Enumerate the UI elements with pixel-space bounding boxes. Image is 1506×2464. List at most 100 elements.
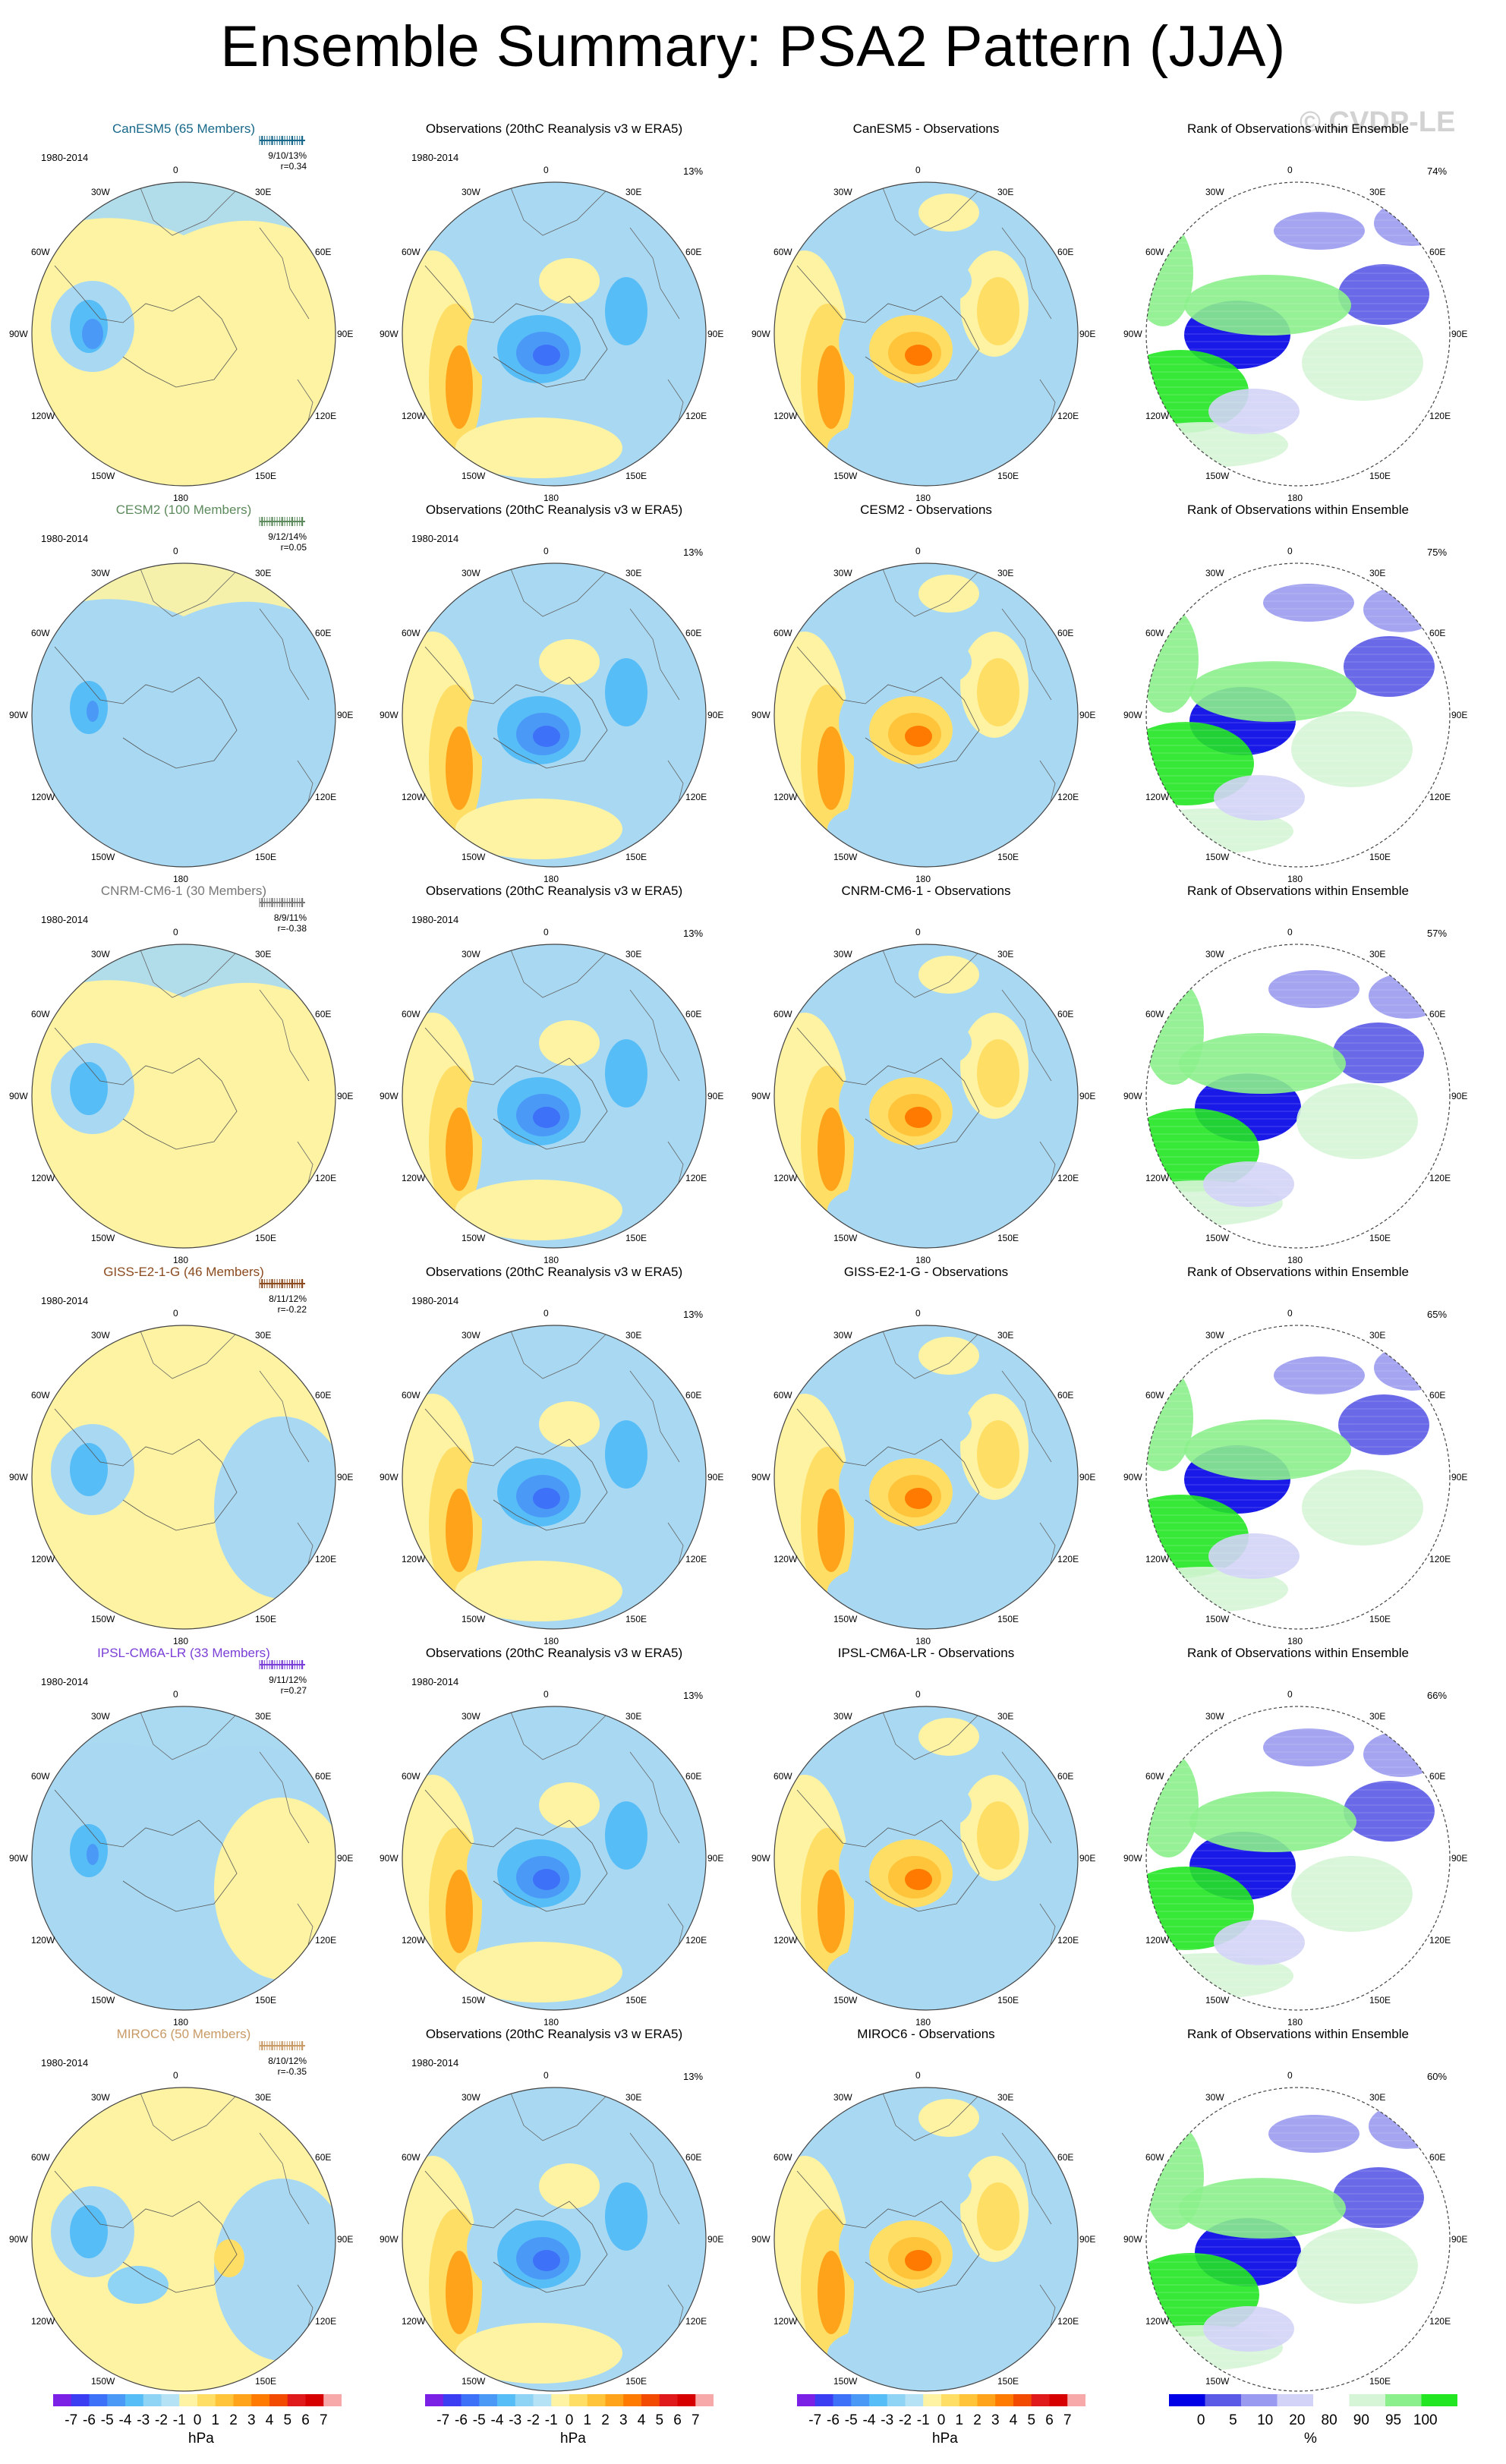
colorbar-swatches — [53, 2394, 342, 2406]
lon-label: 90W — [1123, 1091, 1142, 1101]
lon-label: 30E — [625, 1710, 642, 1722]
lon-label: 90E — [707, 2234, 724, 2245]
lon-label: 150W — [462, 852, 486, 863]
lon-label: 150E — [625, 1614, 647, 1625]
lon-label: 90E — [1451, 710, 1468, 720]
colorbar-swatch — [659, 2394, 678, 2406]
colorbar-swatch — [1169, 2394, 1205, 2406]
colorbar-tick-label: -5 — [472, 2412, 486, 2428]
colorbar-swatch — [71, 2394, 90, 2406]
lon-label: 60E — [315, 1390, 332, 1401]
panel-difference-3: CNRM-CM6-1 - Observations 0 30E 60E 90E 120E 1… — [751, 884, 1101, 1265]
lon-label: 120E — [1057, 2316, 1079, 2327]
polar-map-observations — [402, 562, 707, 868]
lon-label: 90W — [751, 329, 770, 339]
lon-label: 90W — [1123, 710, 1142, 720]
colorbar-tick-label: 2 — [229, 2412, 238, 2428]
lon-label: 30W — [91, 1710, 110, 1722]
lon-label: 90W — [751, 710, 770, 720]
lon-label: 120W — [30, 1935, 55, 1946]
lon-label: 180 — [915, 493, 931, 503]
lon-label: 30W — [462, 1710, 480, 1722]
colorbar-tick-label: 3 — [619, 2412, 628, 2428]
lon-label: 30W — [1205, 186, 1224, 197]
colorbar-observations: -7 -6 -5 -4 -3 -2 -1 0 1 2 3 4 5 6 7 hPa — [425, 2391, 714, 2459]
lon-label: 120E — [1429, 792, 1451, 802]
period-label: 1980-2014 — [411, 1295, 459, 1306]
panel-rank-5: Rank of Observations within Ensemble 66% 0… — [1123, 1646, 1473, 2028]
colorbar-tick-label: 4 — [1009, 2412, 1018, 2428]
colorbar-swatch — [443, 2394, 462, 2406]
lon-label: 0 — [173, 165, 178, 175]
polar-map-rank — [1145, 944, 1451, 1249]
lon-label: 30E — [997, 948, 1014, 959]
lon-label: 150E — [625, 1233, 647, 1244]
lon-label: 30W — [833, 1710, 852, 1722]
lon-label: 90W — [380, 710, 399, 720]
panel-title: Rank of Observations within Ensemble — [1187, 2027, 1409, 2041]
colorbar-swatch — [161, 2394, 180, 2406]
lon-label: 150W — [91, 1614, 115, 1625]
lon-label: 0 — [543, 1689, 549, 1700]
polar-map-observations — [402, 1706, 707, 2011]
lon-label: 30E — [255, 1710, 272, 1722]
lon-label: 30W — [833, 948, 852, 959]
lon-label: 120W — [773, 411, 798, 421]
lon-label: 120W — [401, 1554, 426, 1564]
lon-label: 120E — [315, 411, 337, 421]
colorbar-swatch — [623, 2394, 642, 2406]
panel-title: Rank of Observations within Ensemble — [1187, 121, 1409, 136]
colorbar-tick-label: -4 — [490, 2412, 504, 2428]
lon-label: 0 — [173, 1308, 178, 1319]
lon-label: 90E — [337, 710, 354, 720]
lon-label: 150E — [255, 2376, 277, 2387]
panel-title: Rank of Observations within Ensemble — [1187, 884, 1409, 898]
colorbar-tick-label: -6 — [83, 2412, 96, 2428]
colorbar-tick-label: -2 — [155, 2412, 168, 2428]
lon-label: 60W — [1145, 247, 1164, 257]
lon-label: 150E — [1369, 471, 1391, 482]
lon-label: 150W — [462, 471, 486, 482]
colorbar-tick-label: -7 — [436, 2412, 450, 2428]
panel-title: CNRM-CM6-1 (30 Members) — [100, 884, 267, 898]
lon-label: 150W — [91, 1995, 115, 2006]
lon-label: 30E — [255, 2091, 272, 2103]
lon-label: 120W — [401, 411, 426, 421]
lon-label: 30W — [1205, 2091, 1224, 2103]
panel-rank-6: Rank of Observations within Ensemble 60% 0… — [1123, 2027, 1473, 2409]
colorbar-tick-label: -3 — [137, 2412, 150, 2428]
panel-observations-6: Observations (20thC Reanalysis v3 w ERA5… — [380, 2027, 729, 2409]
lon-label: 150E — [625, 2376, 647, 2387]
colorbar-swatch — [1349, 2394, 1386, 2406]
colorbar-swatch — [269, 2394, 288, 2406]
lon-label: 120W — [1145, 1173, 1170, 1183]
lon-label: 150W — [462, 2376, 486, 2387]
colorbar-swatch — [179, 2394, 198, 2406]
panel-ensemble-2: CESM2 (100 Members) 1980-2014 9/12/14% r=0.… — [9, 503, 358, 884]
lon-label: 150W — [833, 1995, 858, 2006]
colorbar-tick-label: -1 — [172, 2412, 186, 2428]
panel-title: CESM2 - Observations — [860, 503, 992, 517]
lon-label: 150W — [833, 471, 858, 482]
colorbar-swatch — [941, 2394, 960, 2406]
lon-label: 150E — [255, 1614, 277, 1625]
lon-label: 60W — [401, 1009, 421, 1019]
panel-rank-1: Rank of Observations within Ensemble 74% 0… — [1123, 121, 1473, 503]
lon-label: 120E — [1057, 1554, 1079, 1564]
lon-label: 90W — [9, 2234, 28, 2245]
colorbar-tick-label: 100 — [1413, 2412, 1438, 2428]
lon-label: 0 — [543, 927, 549, 937]
colorbar-swatch — [905, 2394, 924, 2406]
lon-label: 30E — [997, 2091, 1014, 2103]
rank-pct: 57% — [1427, 928, 1448, 939]
lon-label: 30W — [462, 948, 480, 959]
colorbar-swatch — [605, 2394, 624, 2406]
panel-title: CanESM5 (65 Members) — [112, 121, 255, 136]
lon-label: 120E — [1057, 792, 1079, 802]
panel-ensemble-1: CanESM5 (65 Members) 1980-2014 9/10/13% r=0… — [9, 121, 358, 503]
lon-label: 30E — [255, 186, 272, 197]
lon-label: 180 — [1287, 874, 1303, 884]
lon-label: 150E — [1369, 1995, 1391, 2006]
lon-label: 150W — [1205, 1614, 1230, 1625]
lon-label: 90E — [337, 329, 354, 339]
